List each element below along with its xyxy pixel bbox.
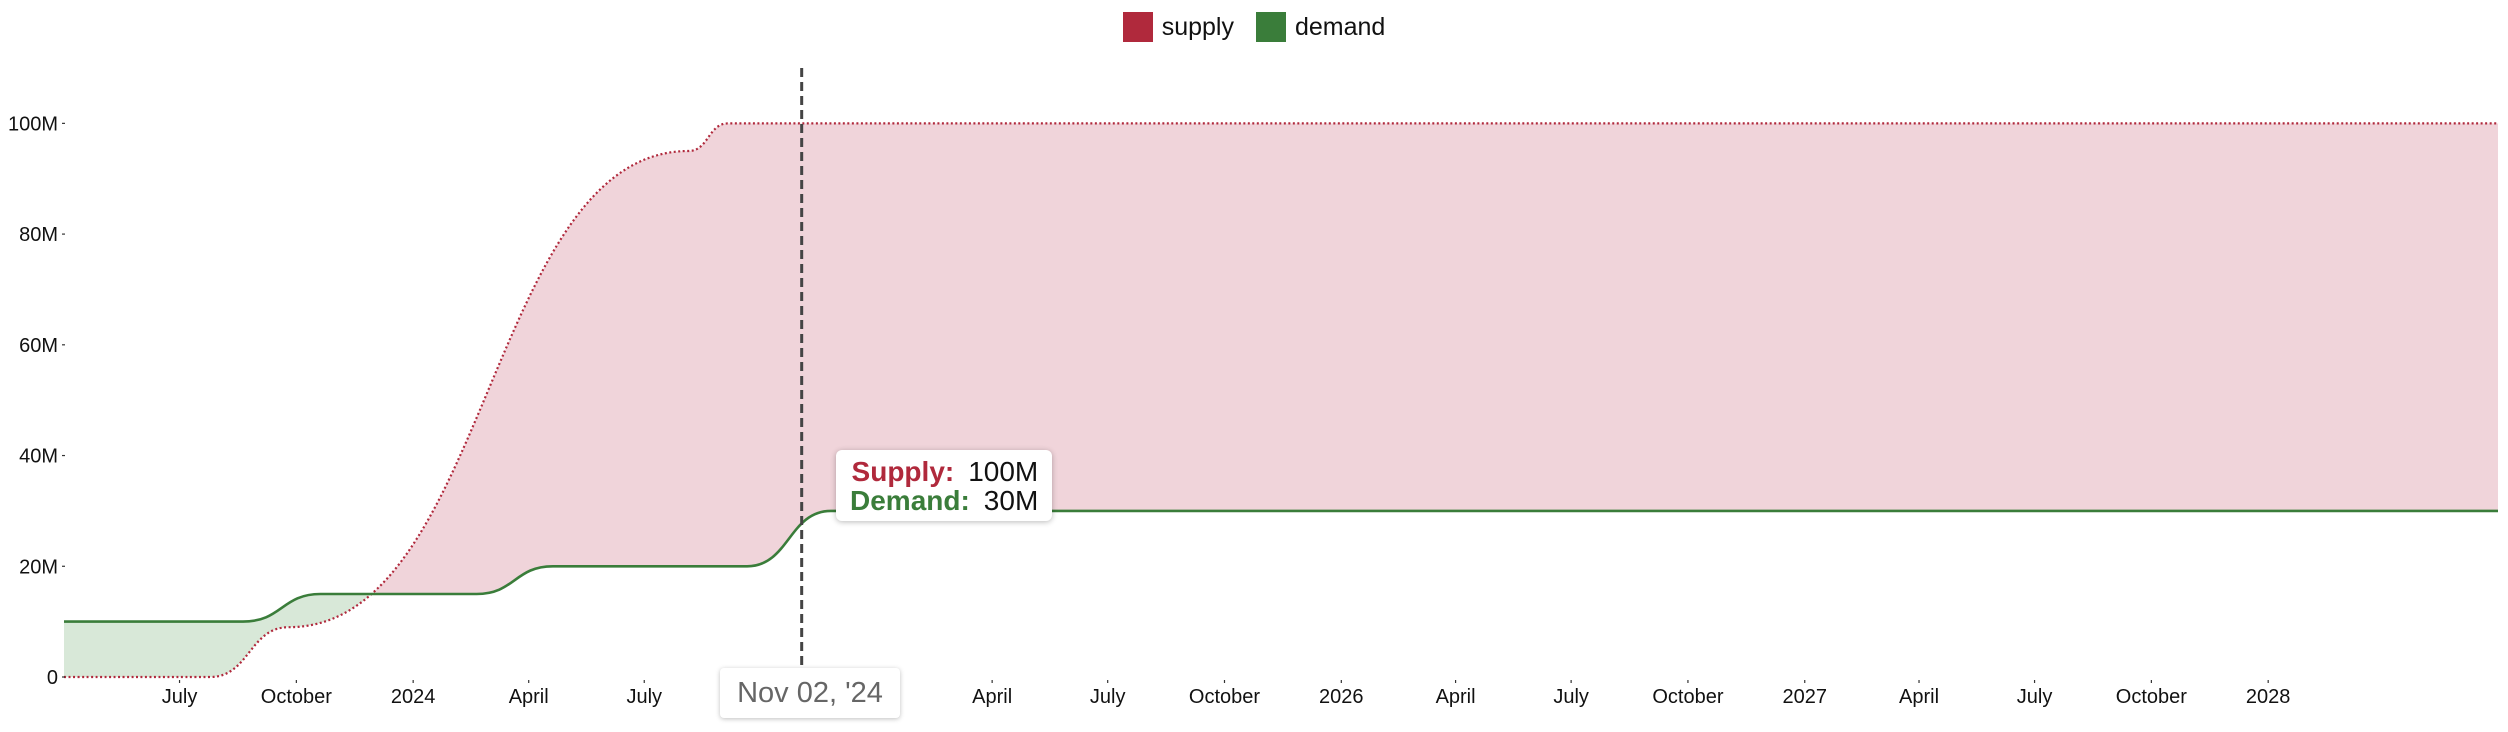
tooltip-supply-value: 100M <box>968 456 1039 487</box>
x-tick-label-4: July <box>626 686 662 708</box>
line-demand <box>64 509 2498 623</box>
tooltip-row-supply: Supply: 100M <box>850 456 1039 487</box>
x-tick-label-15: July <box>2017 686 2053 708</box>
x-tick-label-14: April <box>1899 686 1939 708</box>
y-axis: 0 20M 40M 60M 80M 100M <box>8 113 65 689</box>
x-tick-label-16: October <box>2116 686 2187 708</box>
legend-swatch-supply <box>1122 12 1153 42</box>
tooltip-demand-label: Demand: <box>850 485 970 516</box>
y-tick-label-2: 40M <box>19 446 58 468</box>
x-axis: JulyOctober2024AprilJuly2025AprilJulyOct… <box>162 680 2291 708</box>
crosshair-date-label: Nov 02, '24 <box>720 668 900 718</box>
tooltip-supply-label: Supply: <box>851 456 955 487</box>
line-layer <box>64 122 2498 679</box>
legend-swatch-demand <box>1255 12 1286 42</box>
tooltip-row-demand: Demand: 30M <box>850 486 1038 515</box>
legend-label-demand: demand <box>1294 12 1386 41</box>
area-supply <box>64 123 2498 677</box>
x-tick-label-7: July <box>1090 686 1126 708</box>
y-tick-label-0: 0 <box>47 667 58 689</box>
x-tick-label-6: April <box>972 686 1012 708</box>
x-tick-label-9: 2026 <box>1319 686 1364 708</box>
y-tick-label-4: 80M <box>19 224 58 246</box>
legend: supply demand <box>0 12 2508 42</box>
x-tick-label-10: April <box>1436 686 1476 708</box>
y-tick-label-3: 60M <box>19 335 58 357</box>
x-tick-label-1: October <box>261 686 332 708</box>
legend-label-supply: supply <box>1161 12 1234 41</box>
x-tick-label-2: 2024 <box>391 686 436 708</box>
x-tick-label-11: July <box>1553 686 1589 708</box>
x-tick-label-17: 2028 <box>2246 686 2291 708</box>
area-layer <box>64 123 2498 677</box>
tooltip: Supply: 100M Demand: 30M <box>836 450 1053 521</box>
y-tick-label-1: 20M <box>19 556 58 578</box>
tooltip-demand-value: 30M <box>983 485 1039 516</box>
x-tick-label-12: October <box>1652 686 1723 708</box>
x-tick-label-13: 2027 <box>1782 686 1827 708</box>
x-tick-label-3: April <box>509 686 549 708</box>
y-tick-label-5: 100M <box>8 113 58 135</box>
x-tick-label-0: July <box>162 686 198 708</box>
legend-item-supply[interactable]: supply <box>1122 12 1234 42</box>
x-tick-label-8: October <box>1189 686 1260 708</box>
legend-item-demand[interactable]: demand <box>1255 12 1386 42</box>
